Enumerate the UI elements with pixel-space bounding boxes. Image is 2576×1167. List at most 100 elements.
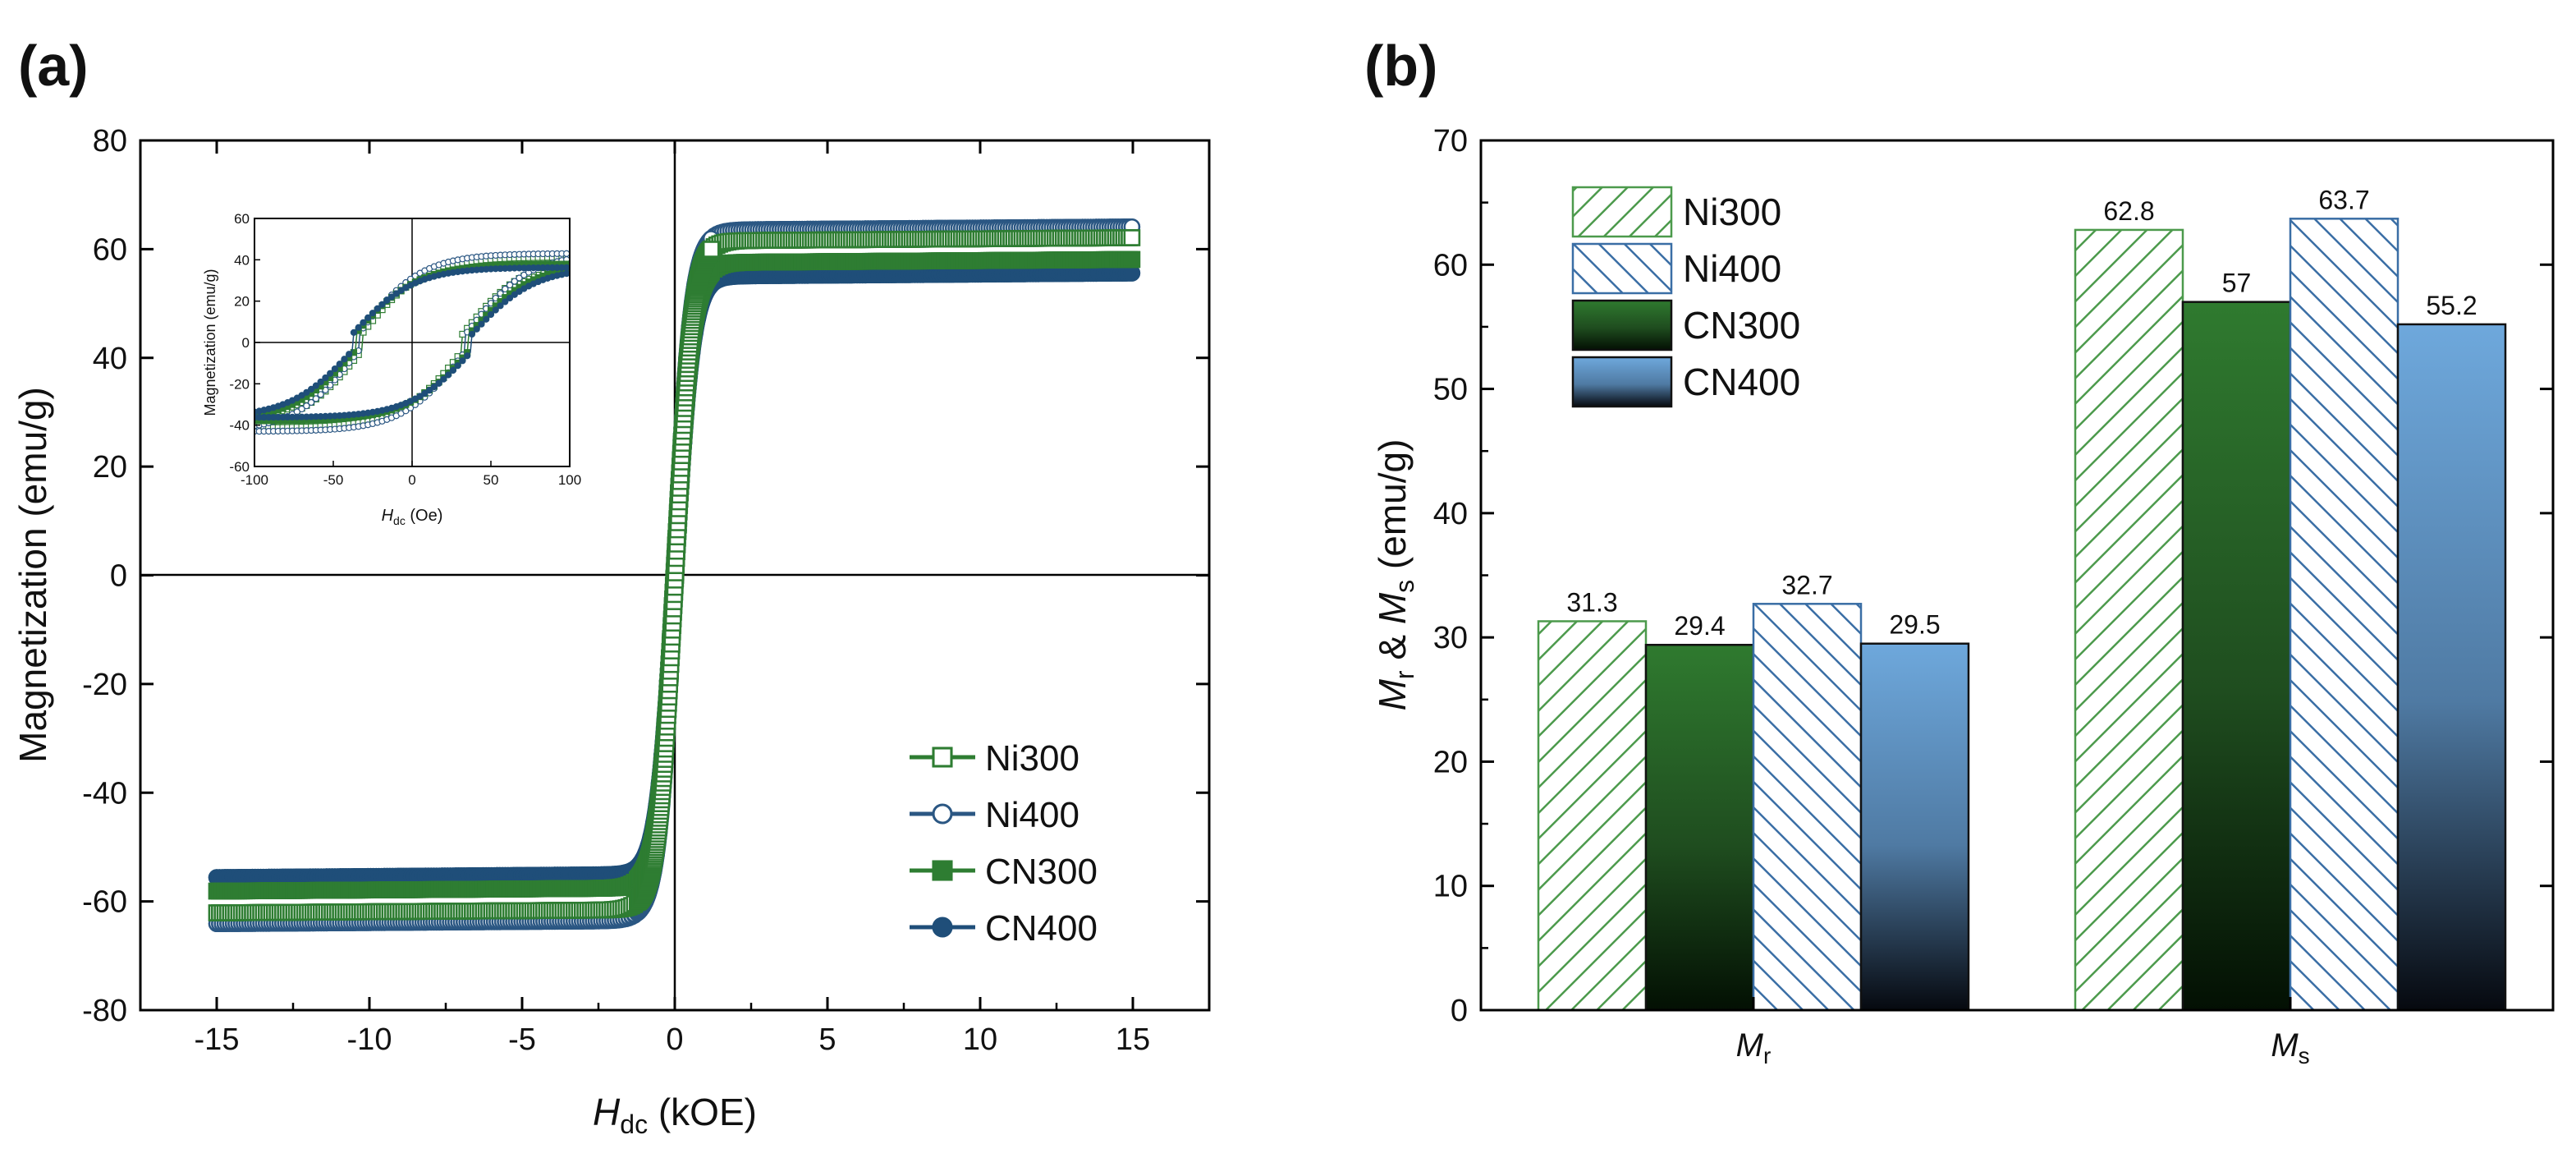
inset-xlabel-unit: (Oe) [406, 507, 443, 525]
legend-item-ni400: Ni400 [910, 795, 1079, 835]
inset-y-tick-label: 20 [234, 294, 250, 310]
series-ni300 [208, 229, 1141, 921]
legend-label: CN400 [985, 908, 1098, 949]
inset-data-point [563, 264, 570, 271]
legend-label: Ni400 [985, 795, 1079, 835]
inset-data-point [374, 305, 381, 312]
inset-y-tick-label: 40 [234, 252, 250, 268]
y-tick-label: 60 [93, 232, 127, 267]
inset-data-point [563, 250, 570, 257]
x-tick-label: 5 [818, 1022, 836, 1057]
bar-ni400-ms [2289, 218, 2400, 1012]
panel-a-xlabel-sub: dc [620, 1110, 648, 1139]
inset-data-point [473, 325, 480, 333]
inset-data-point [360, 319, 367, 326]
legend-item-ni300: Ni300 [910, 738, 1079, 779]
legend-item-cn300: CN300 [910, 852, 1098, 892]
legend-item-cn400: CN400 [910, 908, 1098, 949]
y-tick-label: 20 [93, 450, 127, 485]
panel-a-label: (a) [18, 34, 89, 98]
inset-data-point [369, 310, 377, 317]
panel-a-ylabel: Magnetization (emu/g) [11, 387, 54, 763]
y-tick-label: 30 [1433, 621, 1468, 655]
bar-cn300-mr [1644, 643, 1755, 1012]
inset-data-point [331, 365, 339, 373]
inset-y-tick-label: -20 [229, 376, 250, 392]
x-tick-label: 10 [963, 1022, 997, 1057]
y-tick-label: 70 [1433, 124, 1468, 159]
y-tick-label: 40 [93, 342, 127, 376]
inset-data-point [440, 375, 447, 383]
bar-value-label: 29.4 [1674, 611, 1725, 641]
inset-data-point [464, 352, 471, 360]
inset-xlabel-symbol: H [382, 507, 394, 525]
inset-y-tick-label: -40 [229, 418, 250, 434]
inset-data-point [435, 379, 442, 387]
inset-data-point [483, 315, 490, 323]
bar-value-label: 63.7 [2318, 185, 2369, 214]
inset-data-point [322, 374, 329, 382]
inset-data-point [487, 310, 495, 319]
bar-value-label: 62.8 [2103, 196, 2154, 226]
inset-data-point [449, 366, 457, 374]
y-tick-label: 60 [1433, 248, 1468, 283]
y-tick-label: -40 [82, 776, 127, 811]
bar-ni300-mr [1537, 620, 1648, 1012]
inset-xlabel: Hdc (Oe) [382, 507, 443, 527]
data-point [702, 241, 720, 258]
inset-data-point [563, 270, 570, 278]
inset-data-point [350, 329, 358, 336]
bar-ni400-mr [1752, 603, 1863, 1012]
panel-b-label: (b) [1364, 34, 1437, 98]
panel-a: (a) -15 -10 -5 0 5 10 15-80-60-40-20020406080 … [11, 34, 1211, 1139]
legend-marker [932, 917, 953, 938]
bar-ni300-ms [2074, 228, 2184, 1012]
x-tick-label: -15 [195, 1022, 240, 1057]
legend-label: Ni300 [985, 738, 1079, 779]
bar-cn300-ms [2181, 301, 2292, 1012]
inset-data-point [497, 302, 504, 310]
panel-a-data [140, 140, 1209, 1010]
bar-value-label: 32.7 [1781, 570, 1832, 600]
y-tick-label: 20 [1433, 745, 1468, 779]
inset-xlabel-sub: dc [393, 514, 406, 527]
inset-data-point [355, 324, 362, 331]
legend-marker [932, 747, 953, 768]
x-tick-label: 15 [1116, 1022, 1150, 1057]
bar-value-label: 55.2 [2426, 291, 2477, 320]
inset-data-point [327, 370, 334, 377]
panel-a-legend: Ni300 Ni400 CN300 CN400 [910, 738, 1098, 949]
inset-data-point [317, 378, 324, 386]
inset-y-tick-label: 0 [242, 335, 250, 351]
y-tick-label: -60 [82, 885, 127, 920]
y-tick-label: 80 [93, 124, 127, 159]
inset-ylabel: Magnetization (emu/g) [202, 269, 218, 416]
inset-data-point [492, 306, 499, 314]
data-point [1123, 229, 1141, 246]
inset-x-tick-label: 100 [558, 472, 581, 488]
y-tick-label: 10 [1433, 870, 1468, 904]
inset-x-tick-label: 50 [484, 472, 499, 488]
inset-data-point [336, 361, 343, 368]
x-tick-label: -5 [508, 1022, 536, 1057]
y-tick-label: 40 [1433, 497, 1468, 531]
inset-x-tick-label: 0 [408, 472, 415, 488]
inset-data-point [341, 356, 348, 363]
legend-marker [932, 860, 953, 881]
y-tick-label: -20 [82, 668, 127, 702]
y-tick-label: -80 [82, 994, 127, 1028]
panel-a-xlabel: Hdc (kOE) [593, 1091, 757, 1139]
inset-data-point [468, 330, 476, 338]
x-tick-label: 0 [666, 1022, 683, 1057]
inset-data-point [364, 314, 372, 321]
inset-data-point [478, 320, 485, 328]
legend-label: CN300 [985, 852, 1098, 892]
x-category-label: Mr [1736, 1027, 1772, 1068]
inset-data-point [454, 362, 461, 370]
bar-value-label: 31.3 [1566, 587, 1617, 617]
inset-y-tick-label: 60 [234, 211, 250, 227]
data-point [1123, 250, 1141, 269]
